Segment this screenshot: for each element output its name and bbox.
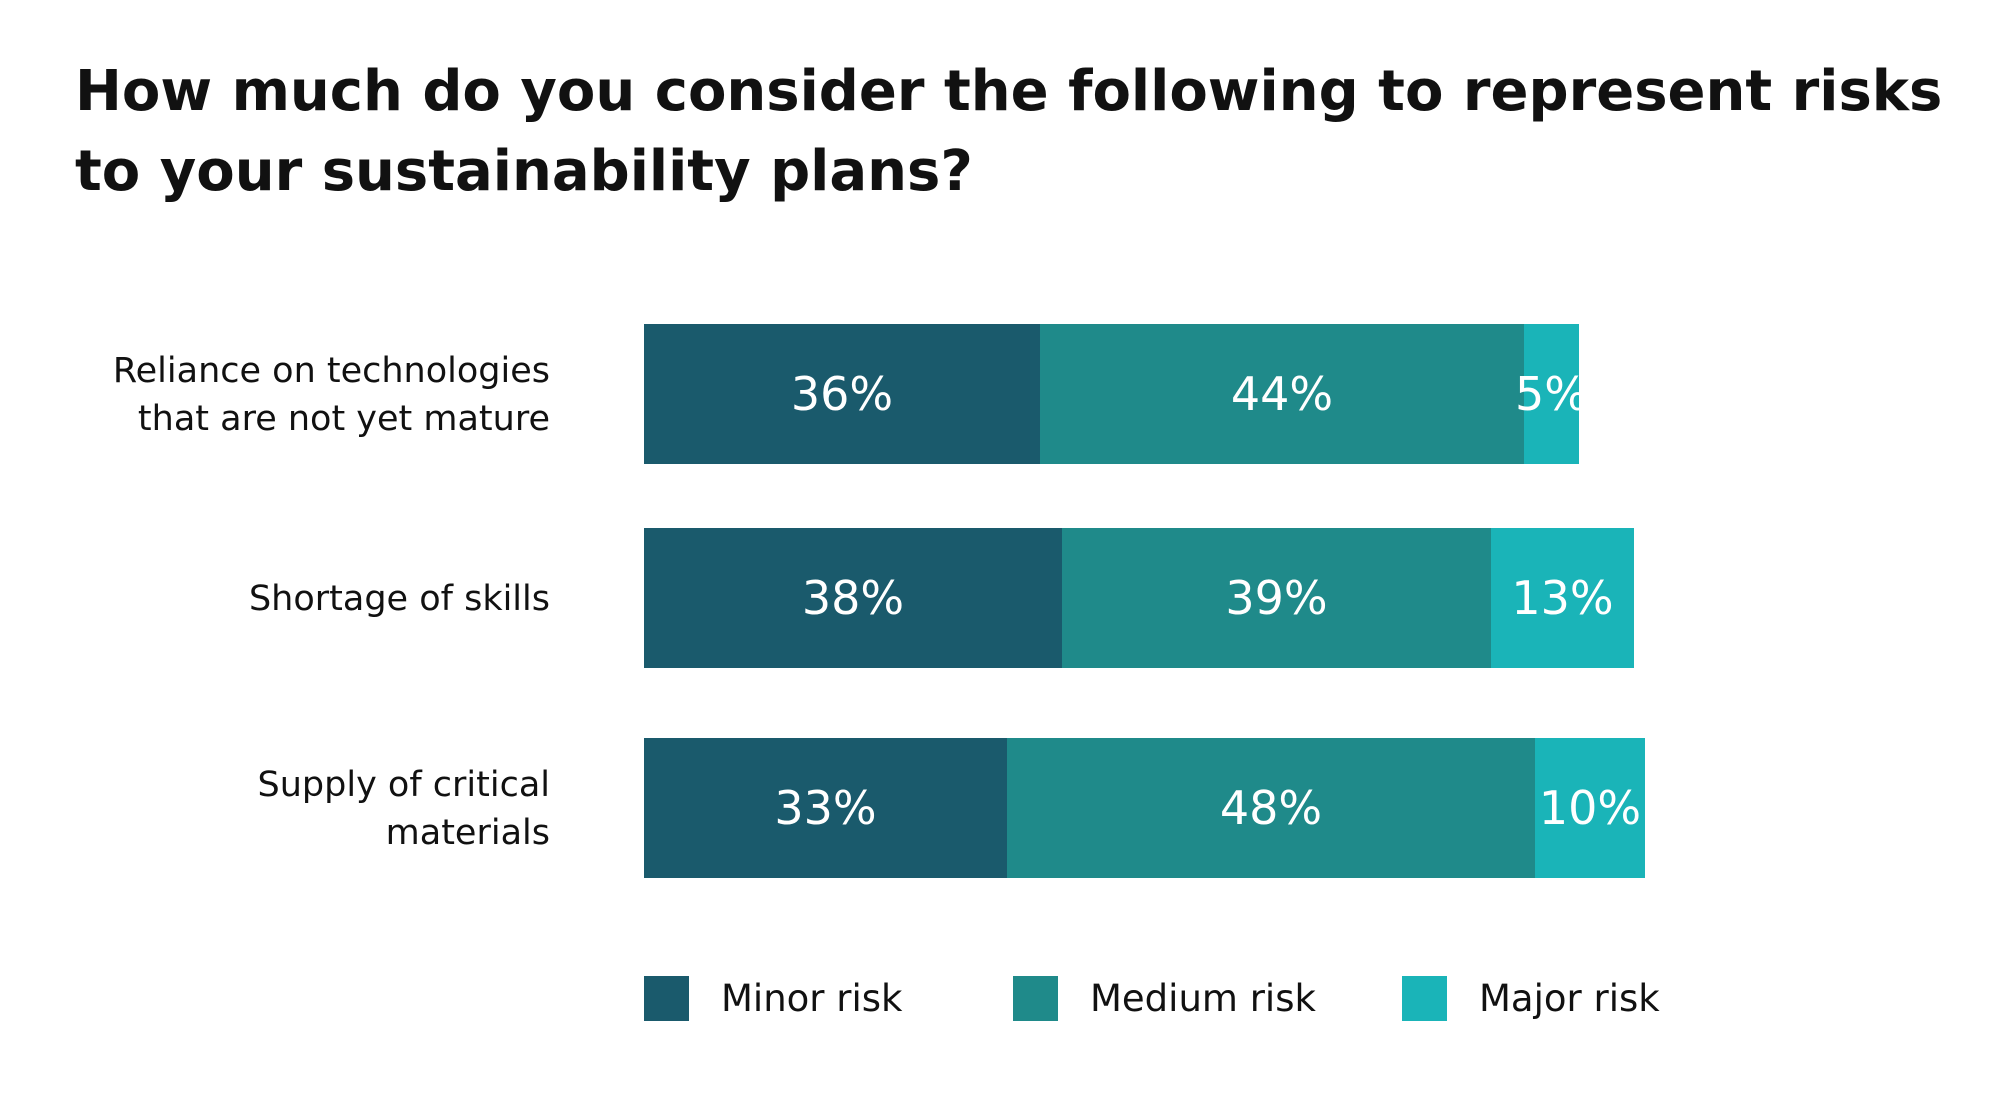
- bar-area: 36% 44% 5% 38% 39% 13% 33% 48% 10%: [644, 324, 1645, 878]
- legend: Minor risk Medium risk Major risk: [644, 976, 1660, 1021]
- data-label-minor-risk-1: 38%: [802, 571, 904, 625]
- category-label-2-line-0: Supply of critical: [258, 765, 550, 805]
- category-label-0-line-1: that are not yet mature: [138, 399, 550, 439]
- legend-swatch-major-risk: [1402, 976, 1447, 1021]
- legend-swatch-medium-risk: [1013, 976, 1058, 1021]
- legend-label-medium-risk: Medium risk: [1090, 977, 1316, 1020]
- chart-title: How much do you consider the following t…: [75, 52, 1955, 212]
- bar-medium-risk-1: [1062, 528, 1491, 668]
- data-label-medium-risk-2: 48%: [1220, 781, 1322, 835]
- category-label-2-line-1: materials: [386, 813, 550, 853]
- legend-swatch-minor-risk: [644, 976, 689, 1021]
- data-label-major-risk-0: 5%: [1515, 367, 1588, 421]
- bar-major-risk-1: [1491, 528, 1634, 668]
- category-labels: Reliance on technologies that are not yet…: [113, 351, 550, 853]
- data-label-major-risk-1: 13%: [1511, 571, 1613, 625]
- bar-major-risk-0: [1524, 324, 1579, 464]
- bar-minor-risk-0: [644, 324, 1040, 464]
- data-label-medium-risk-1: 39%: [1225, 571, 1327, 625]
- data-label-minor-risk-0: 36%: [791, 367, 893, 421]
- data-label-major-risk-2: 10%: [1539, 781, 1641, 835]
- category-label-1-line-0: Shortage of skills: [249, 579, 550, 619]
- bar-minor-risk-1: [644, 528, 1062, 668]
- chart-title-line-2: to your sustainability plans?: [75, 139, 973, 204]
- data-label-minor-risk-2: 33%: [774, 781, 876, 835]
- chart-title-line-1: How much do you consider the following t…: [75, 59, 1943, 124]
- legend-label-major-risk: Major risk: [1479, 977, 1660, 1020]
- data-label-medium-risk-0: 44%: [1231, 367, 1333, 421]
- category-label-0-line-0: Reliance on technologies: [113, 351, 550, 391]
- bar-major-risk-2: [1535, 738, 1645, 878]
- bar-minor-risk-2: [644, 738, 1007, 878]
- legend-label-minor-risk: Minor risk: [721, 977, 903, 1020]
- bar-medium-risk-0: [1040, 324, 1524, 464]
- bar-medium-risk-2: [1007, 738, 1535, 878]
